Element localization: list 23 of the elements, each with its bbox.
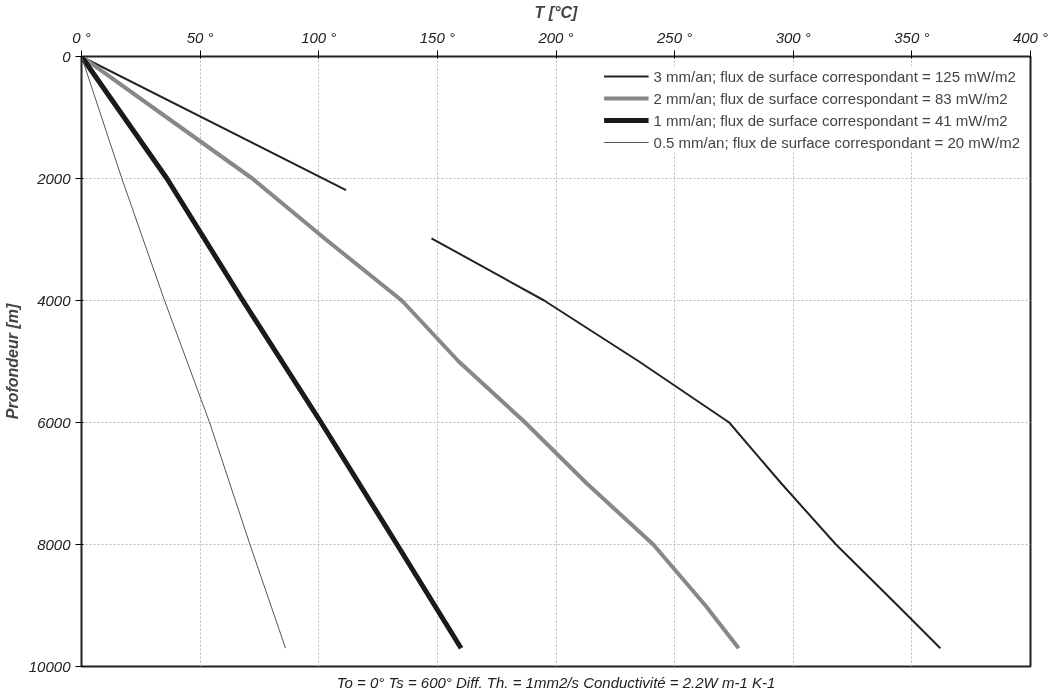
x-tick-label: 300 ° bbox=[775, 28, 811, 46]
x-axis-title: T [°C] bbox=[534, 3, 579, 21]
x-tick-label: 0 ° bbox=[72, 28, 91, 46]
line-series bbox=[81, 56, 287, 649]
legend-label: 3 mm/an; flux de surface correspondant = 125 mW/m2 bbox=[653, 67, 1016, 85]
text: To = 0° Ts = 600° Diff. Th. = 1mm2/s Conductivité = 2.2W m-1 K-1 bbox=[336, 673, 776, 691]
y-tick-label: 10000 bbox=[28, 657, 72, 675]
y-tick-label: 8000 bbox=[37, 535, 72, 553]
y-tick-label: 6000 bbox=[37, 413, 72, 431]
y-tick-label: 2000 bbox=[36, 169, 72, 187]
y-tick-label: 4000 bbox=[37, 291, 72, 309]
x-tick-label: 100 ° bbox=[301, 28, 337, 46]
legend-label: 0.5 mm/an; flux de surface correspondant = 20 mW/m2 bbox=[653, 133, 1020, 151]
y-tick-label: 0 bbox=[62, 47, 72, 65]
y-axis-title: Profondeur [m] bbox=[3, 303, 21, 420]
x-tick-label: 200 ° bbox=[537, 28, 574, 46]
legend-label: 1 mm/an; flux de surface correspondant = 41 mW/m2 bbox=[653, 111, 1008, 129]
x-tick-label: 250 ° bbox=[656, 28, 693, 46]
x-tick-label: 150 ° bbox=[419, 28, 455, 46]
x-tick-label: 50 ° bbox=[186, 28, 214, 46]
legend-label: 2 mm/an; flux de surface correspondant = 83 mW/m2 bbox=[653, 89, 1008, 107]
x-tick-label: 350 ° bbox=[894, 28, 930, 46]
x-tick-label: 400 ° bbox=[1012, 28, 1049, 46]
